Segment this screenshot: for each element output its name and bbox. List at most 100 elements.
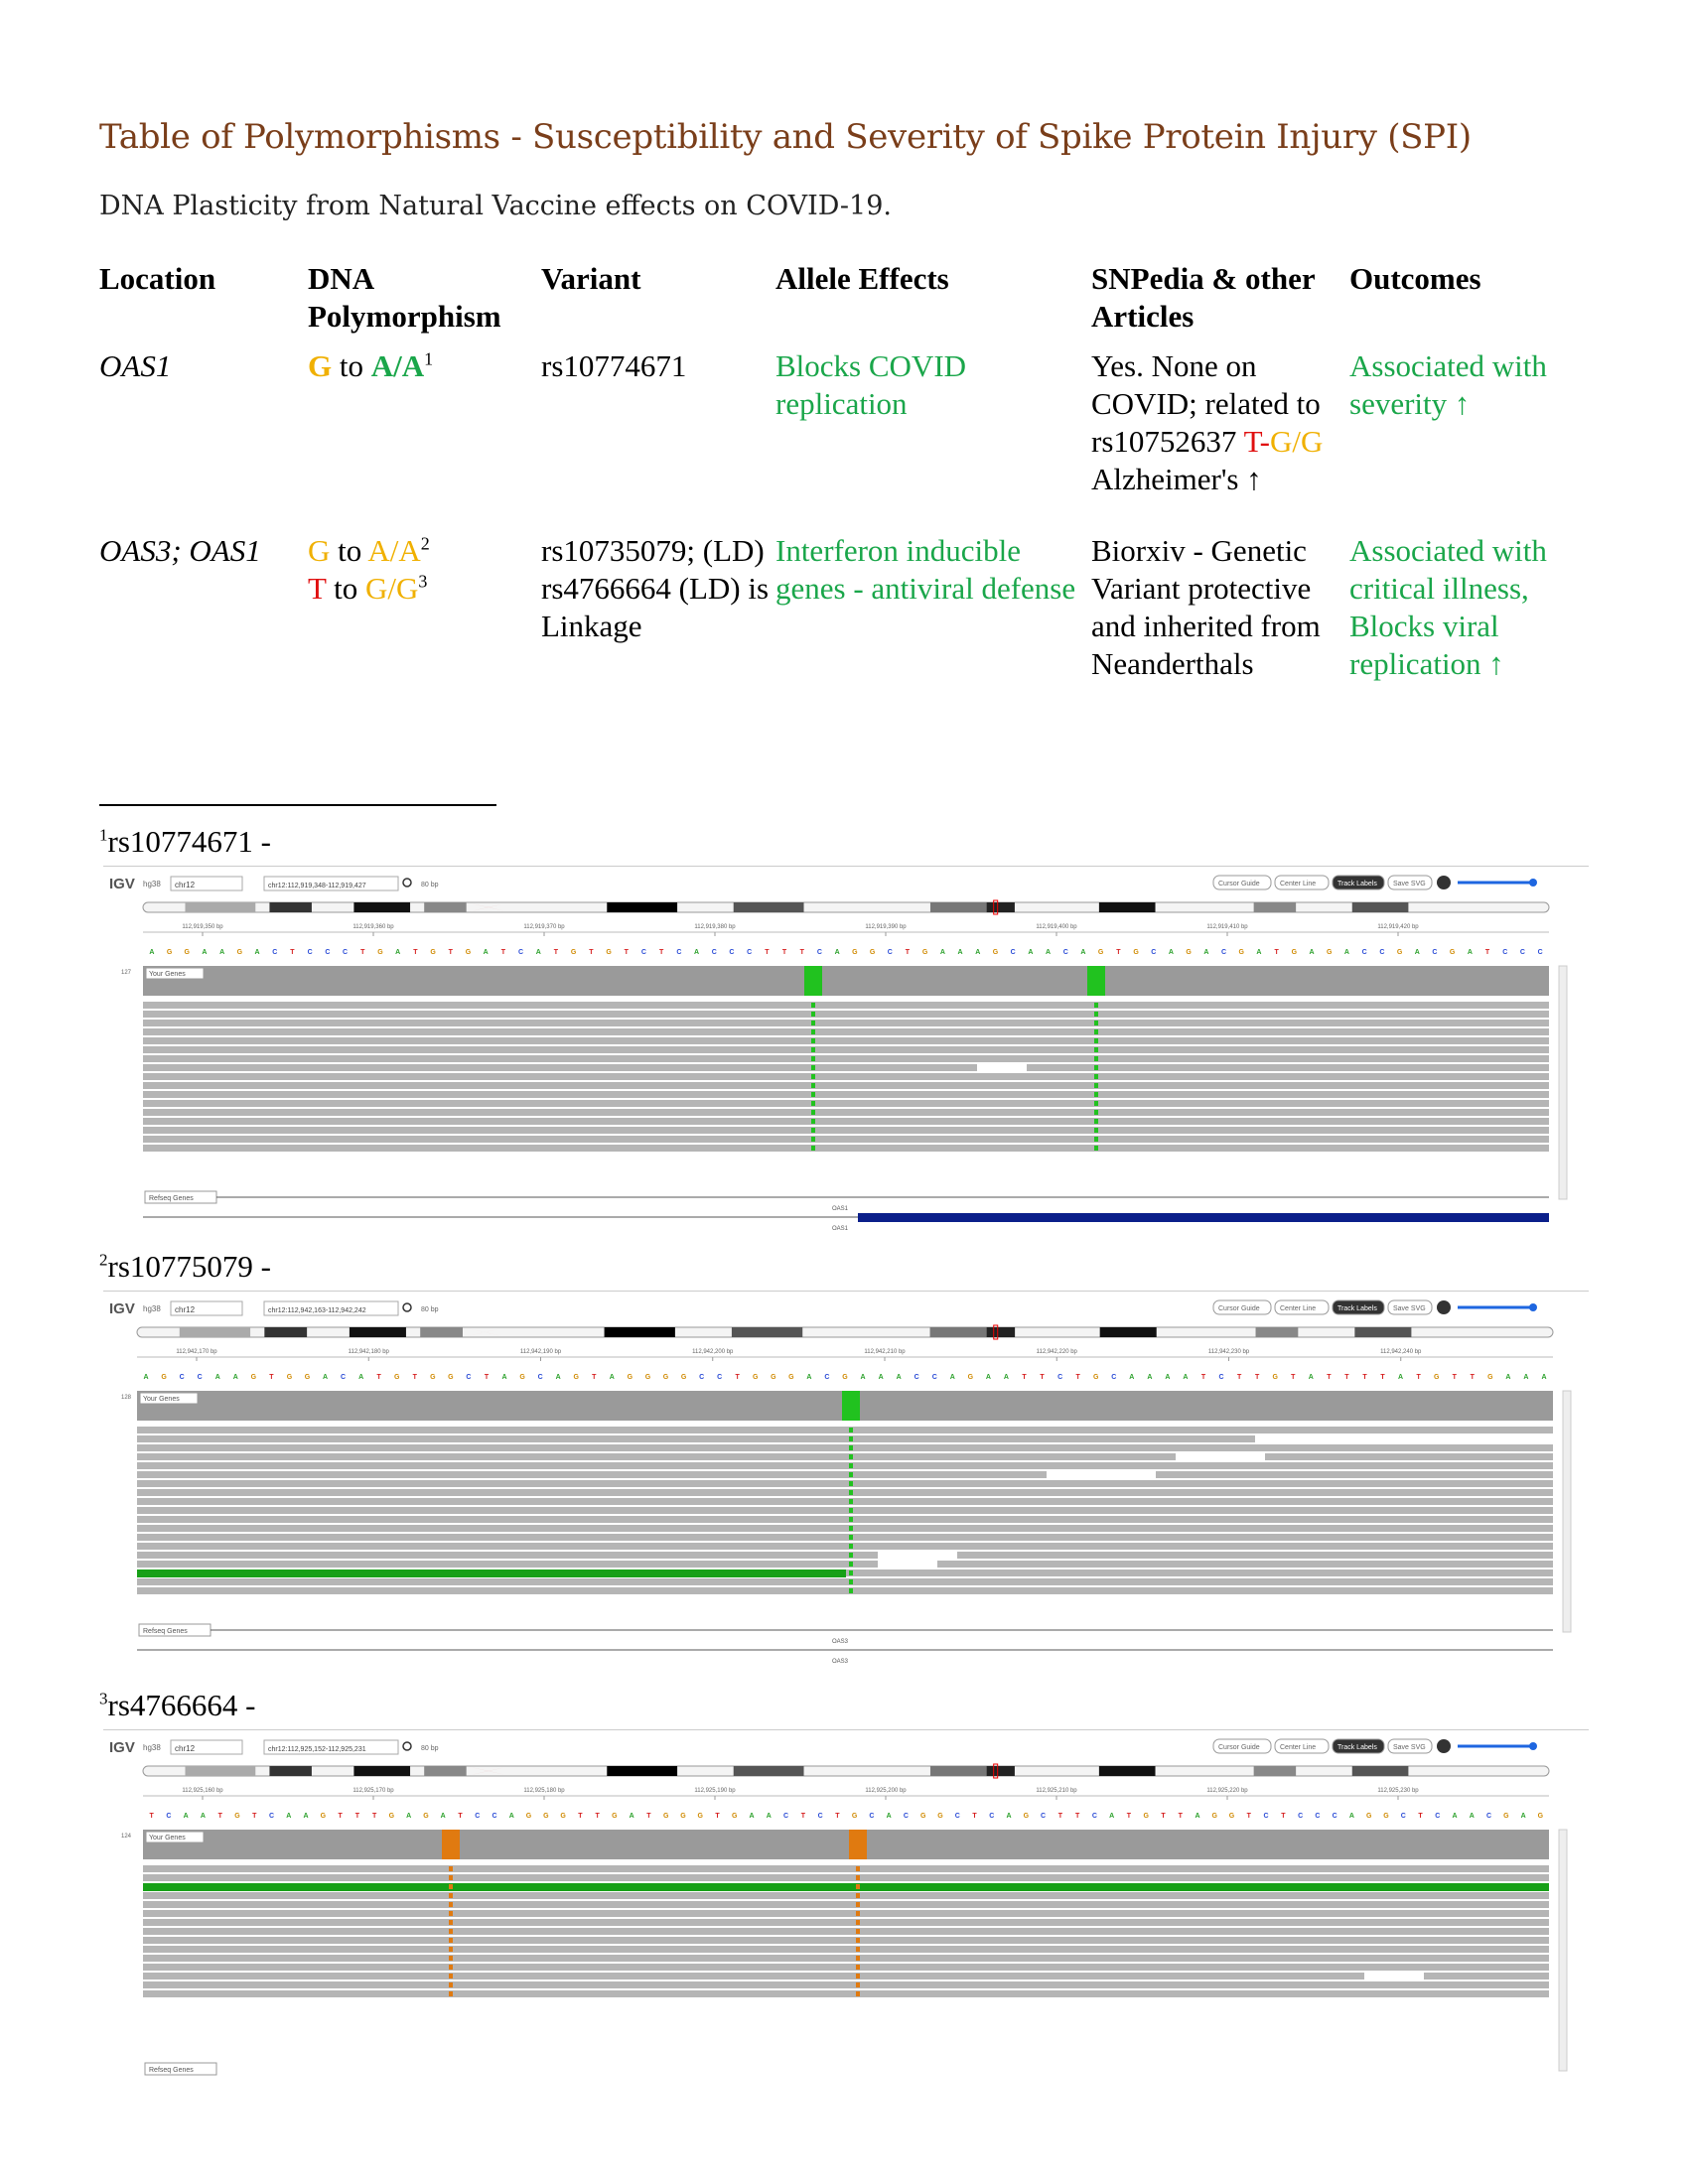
sequence-base: C — [180, 1374, 185, 1381]
sequence-base: G — [1397, 949, 1403, 956]
sequence-base: A — [184, 1813, 189, 1820]
sequence-base: T — [1380, 1374, 1385, 1381]
chromosome-select — [170, 876, 243, 891]
mismatch-base — [849, 1481, 853, 1486]
zoom-out-icon — [1437, 1300, 1451, 1314]
mismatch-base — [449, 1866, 453, 1871]
footnote-separator — [99, 804, 496, 806]
sequence-base: T — [338, 1813, 343, 1820]
chromosome-value: chr12 — [175, 881, 196, 889]
track-label-box — [145, 1831, 205, 1843]
ideogram-band — [1098, 902, 1156, 912]
mismatch-base — [449, 1893, 453, 1898]
alignment-read — [137, 1543, 1553, 1550]
mismatch-base — [1094, 1038, 1098, 1043]
mismatch-base — [449, 1956, 453, 1961]
sequence-base: C — [1298, 1813, 1303, 1820]
sequence-base: T — [1247, 1813, 1252, 1820]
sequence-base: T — [765, 949, 770, 956]
ruler-tick-label: 112,919,370 bp — [523, 924, 565, 930]
sequence-base: T — [1281, 1813, 1286, 1820]
sequence-base: G — [1450, 949, 1456, 956]
sequence-base: G — [1229, 1813, 1235, 1820]
mismatch-base — [449, 1991, 453, 1996]
coverage-depth-label: 124 — [121, 1834, 132, 1840]
highlighted-read — [143, 1883, 1549, 1891]
ruler-tick-label: 112,942,220 bp — [1037, 1349, 1078, 1355]
sequence-base: T — [1179, 1813, 1184, 1820]
ruler-tick-label: 112,925,210 bp — [1036, 1788, 1077, 1794]
chromosome-ideogram — [136, 1326, 1554, 1338]
sequence-base: T — [1161, 1813, 1166, 1820]
sequence-base: G — [321, 1813, 327, 1820]
mismatch-base — [849, 1535, 853, 1540]
mismatch-base — [849, 1472, 853, 1477]
mismatch-base — [449, 1875, 453, 1880]
ruler-tick-label: 112,942,170 bp — [176, 1349, 217, 1355]
sequence-base: C — [932, 1374, 937, 1381]
mismatch-base — [1094, 1101, 1098, 1106]
sequence-base: C — [308, 949, 313, 956]
sequence-base: G — [732, 1813, 738, 1820]
footnote-ref[interactable]: 2 — [420, 533, 430, 554]
mismatch-base — [849, 1490, 853, 1495]
locus-input — [263, 1300, 399, 1316]
mismatch-base — [856, 1956, 860, 1961]
sequence-base: C — [269, 1813, 274, 1820]
footnote-ref[interactable]: 3 — [418, 571, 428, 592]
coverage-track — [143, 1830, 1549, 1859]
bp-label: 80 bp — [421, 882, 439, 888]
chromosome-value: chr12 — [175, 1744, 196, 1753]
sequence-base: T — [1471, 1374, 1476, 1381]
sequence-base: A — [975, 949, 980, 956]
sequence-base: G — [423, 1813, 429, 1820]
mismatch-base — [849, 1579, 853, 1584]
footnote-ref[interactable]: 1 — [424, 348, 434, 369]
track-label-box — [145, 967, 205, 980]
sequence-base: C — [888, 949, 893, 956]
sequence-base: T — [377, 1374, 382, 1381]
ideogram-band — [604, 1327, 675, 1337]
sequence-base: A — [1256, 949, 1261, 956]
mismatch-base — [449, 1947, 453, 1952]
sequence-base: G — [645, 1374, 651, 1381]
sequence-base: T — [592, 1374, 597, 1381]
mismatch-base — [1094, 1074, 1098, 1079]
alignment-read — [137, 1489, 1553, 1496]
ideogram-band — [733, 1766, 804, 1776]
sequence-base: G — [1133, 949, 1139, 956]
sequence-base: A — [940, 949, 945, 956]
ruler-tick-label: 112,919,350 bp — [182, 924, 223, 930]
sequence-base: A — [879, 1374, 884, 1381]
header-snpedia-articles: SNPedia & other Articles — [1091, 261, 1316, 334]
refseq-label: Refseq Genes — [149, 1195, 194, 1202]
sequence-base: T — [1022, 1374, 1027, 1381]
sequence-base: G — [305, 1374, 311, 1381]
sequence-base: C — [325, 949, 330, 956]
allele-to-word: to — [338, 533, 362, 568]
sequence-base: C — [904, 1813, 909, 1820]
alignment-read — [137, 1534, 1553, 1541]
header-location: Location — [99, 261, 216, 296]
sequence-base: G — [1434, 1374, 1440, 1381]
sequence-base: G — [571, 949, 577, 956]
footnote-2: 2rs10775079 - — [99, 1249, 271, 1285]
sequence-base: A — [1147, 1374, 1152, 1381]
mismatch-base — [856, 1920, 860, 1925]
table-header-row: Location DNA Polymorphism Variant Allele… — [99, 260, 1589, 347]
alignment-read — [137, 1462, 1553, 1469]
mismatch-base — [849, 1463, 853, 1468]
alignment-read — [143, 1073, 1549, 1080]
igv-button-label: Cursor Guide — [1218, 1305, 1260, 1312]
alignment-read — [137, 1587, 1553, 1594]
ideogram-band — [607, 1766, 678, 1776]
mismatch-base — [856, 1902, 860, 1907]
igv-toolbar-button — [1212, 1299, 1272, 1315]
sequence-base: G — [1327, 949, 1333, 956]
ideogram-band — [1098, 1766, 1156, 1776]
sequence-base: C — [1111, 1374, 1116, 1381]
mismatch-base — [856, 1911, 860, 1916]
ruler-tick-label: 112,942,190 bp — [520, 1349, 562, 1355]
ideogram-band — [1253, 902, 1297, 912]
allele-to-word: to — [339, 348, 363, 383]
